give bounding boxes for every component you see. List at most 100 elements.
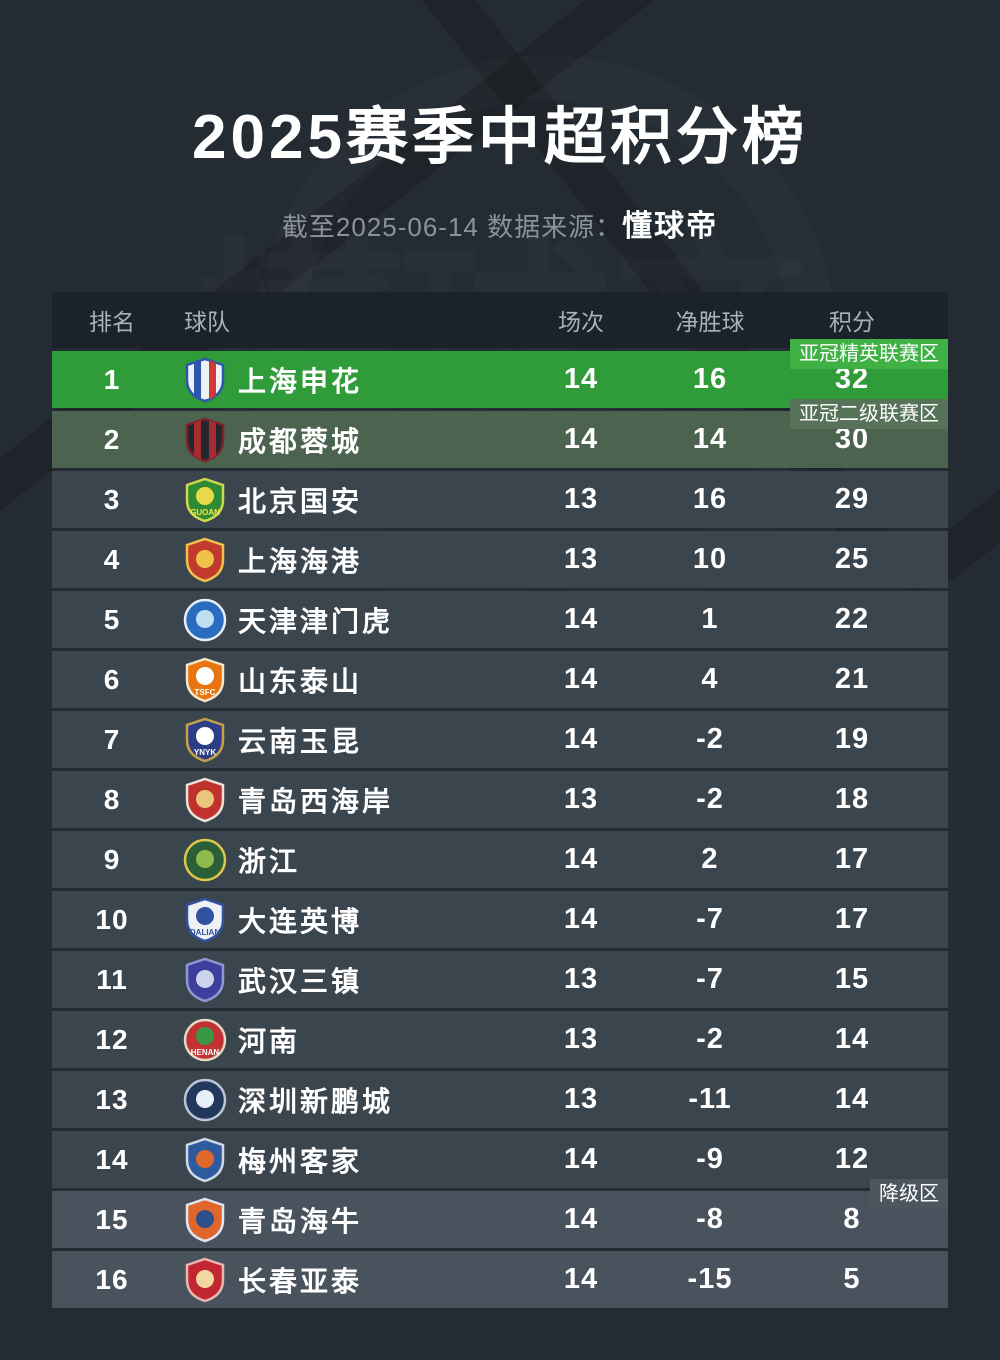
- goal-difference-value: 4: [701, 663, 719, 695]
- points-value: 14: [834, 1023, 870, 1055]
- team-crest-icon: HENAN: [172, 1011, 238, 1068]
- table-header-row: 排名 球队 场次 净胜球 积分: [52, 292, 948, 348]
- rank-value: 8: [103, 783, 121, 815]
- points-value: 22: [834, 603, 870, 635]
- rank-value: 3: [103, 483, 121, 515]
- goal-difference-value: -11: [688, 1083, 732, 1115]
- points-value: 21: [834, 663, 870, 695]
- team-name: 天津津门虎: [238, 605, 394, 637]
- matches-value: 14: [563, 423, 599, 455]
- column-header-gd: 净胜球: [675, 309, 745, 335]
- team-crest-icon: [172, 1071, 238, 1128]
- points-value: 19: [834, 723, 870, 755]
- team-crest-icon: [172, 411, 238, 468]
- team-name: 成都蓉城: [238, 425, 363, 457]
- svg-text:HENAN: HENAN: [191, 1048, 220, 1057]
- team-name: 青岛海牛: [238, 1205, 363, 1237]
- team-name: 青岛西海岸: [238, 785, 394, 817]
- standings-table: 排名 球队 场次 净胜球 积分 1 上海申花 14 16 3 2 亚冠精英联赛区 2 成都蓉城 1…: [52, 292, 948, 1308]
- svg-text:YNYK: YNYK: [194, 748, 216, 757]
- matches-value: 13: [563, 483, 599, 515]
- rank-value: 15: [95, 1203, 129, 1235]
- team-crest-icon: [172, 531, 238, 588]
- team-name: 武汉三镇: [238, 965, 363, 997]
- team-crest-icon: GUOAN: [172, 471, 238, 528]
- team-name: 上海申花: [238, 365, 363, 397]
- rank-value: 9: [103, 843, 121, 875]
- goal-difference-value: -2: [696, 783, 724, 815]
- page-title: 2025赛季中超积分榜: [192, 103, 808, 172]
- points-value: 29: [834, 483, 870, 515]
- team-name: 山东泰山: [238, 665, 363, 697]
- team-crest-icon: [172, 1251, 238, 1308]
- goal-difference-value: -8: [696, 1203, 724, 1235]
- table-row-rank-11: 11 武汉三镇 13 -7 15: [52, 951, 948, 1008]
- table-row-rank-2: 2 成都蓉城 14 14 30 亚冠二级联赛区: [52, 399, 948, 468]
- goal-difference-value: 16: [692, 483, 728, 515]
- team-crest-icon: [172, 831, 238, 888]
- rank-value: 11: [96, 963, 128, 995]
- team-crest-icon: [172, 951, 238, 1008]
- rank-value: 16: [95, 1263, 129, 1295]
- rank-value: 4: [103, 543, 121, 575]
- team-crest-icon: DALIAN: [172, 891, 238, 948]
- points-value: 17: [834, 843, 870, 875]
- goal-difference-value: 2: [701, 843, 719, 875]
- points-value: 17: [834, 903, 870, 935]
- matches-value: 14: [563, 363, 599, 395]
- goal-difference-value: -9: [696, 1143, 724, 1175]
- goal-difference-value: -7: [696, 963, 724, 995]
- table-row-rank-9: 9 浙江 14 2 17: [52, 831, 948, 888]
- table-row-rank-14: 14 梅州客家 14 -9 12: [52, 1131, 948, 1188]
- team-name: 河南: [238, 1025, 301, 1057]
- matches-value: 14: [563, 1263, 599, 1295]
- table-row-rank-15: 15 青岛海牛 14 -8 8 降级区: [52, 1179, 948, 1248]
- team-crest-icon: [172, 351, 238, 408]
- team-crest-icon: [172, 771, 238, 828]
- team-name: 大连英博: [238, 905, 363, 937]
- table-body: 1 上海申花 14 16 32 亚冠精英联赛区 2 成都蓉城 14 14 30 亚冠二级联赛区 3 GUO…: [52, 339, 948, 1308]
- goal-difference-value: -2: [696, 723, 724, 755]
- matches-value: 14: [563, 1203, 599, 1235]
- team-name: 深圳新鹏城: [238, 1085, 394, 1117]
- points-value: 8: [843, 1203, 861, 1235]
- goal-difference-value: -2: [696, 1023, 724, 1055]
- matches-value: 14: [563, 663, 599, 695]
- table-row-rank-8: 8 青岛西海岸 13 -2 18: [52, 771, 948, 828]
- column-header-points: 积分: [829, 309, 875, 335]
- team-crest-icon: TSFC: [172, 651, 238, 708]
- table-row-rank-7: 7 YNYK 云南玉昆 14 -2 19: [52, 711, 948, 768]
- table-row-rank-6: 6 TSFC 山东泰山 14 4 21: [52, 651, 948, 708]
- team-name: 梅州客家: [238, 1145, 363, 1177]
- matches-value: 13: [563, 1083, 599, 1115]
- subtitle-date-source-label: 截至2025-06-14 数据来源：: [281, 212, 623, 242]
- table-row-rank-3: 3 GUOAN 北京国安 13 16 29: [52, 471, 948, 528]
- matches-value: 14: [563, 723, 599, 755]
- table-row-rank-5: 5 天津津门虎 14 1 22: [52, 591, 948, 648]
- team-name: 北京国安: [238, 485, 363, 517]
- goal-difference-value: 16: [692, 363, 728, 395]
- rank-value: 10: [95, 903, 129, 935]
- team-crest-icon: [172, 1191, 238, 1248]
- points-value: 18: [834, 783, 870, 815]
- rank-value: 5: [103, 603, 121, 635]
- rank-value: 2: [103, 423, 121, 455]
- table-row-rank-16: 16 长春亚泰 14 -15 5: [52, 1251, 948, 1308]
- svg-text:TSFC: TSFC: [195, 688, 216, 697]
- team-crest-icon: YNYK: [172, 711, 238, 768]
- goal-difference-value: 1: [701, 603, 719, 635]
- table-row-rank-13: 13 深圳新鹏城 13 -11 14: [52, 1071, 948, 1128]
- source-name: 懂球帝: [622, 210, 719, 243]
- matches-value: 14: [563, 903, 599, 935]
- zone-badge: 降级区: [870, 1179, 948, 1209]
- table-row-rank-4: 4 上海海港 13 10 25: [52, 531, 948, 588]
- points-value: 25: [834, 543, 870, 575]
- rank-value: 7: [103, 723, 121, 755]
- zone-badge: 亚冠精英联赛区: [790, 339, 948, 369]
- matches-value: 14: [563, 843, 599, 875]
- column-header-rank: 排名: [89, 309, 135, 335]
- team-name: 长春亚泰: [238, 1265, 363, 1297]
- matches-value: 14: [563, 603, 599, 635]
- zone-badge: 亚冠二级联赛区: [790, 399, 948, 429]
- team-crest-icon: [172, 591, 238, 648]
